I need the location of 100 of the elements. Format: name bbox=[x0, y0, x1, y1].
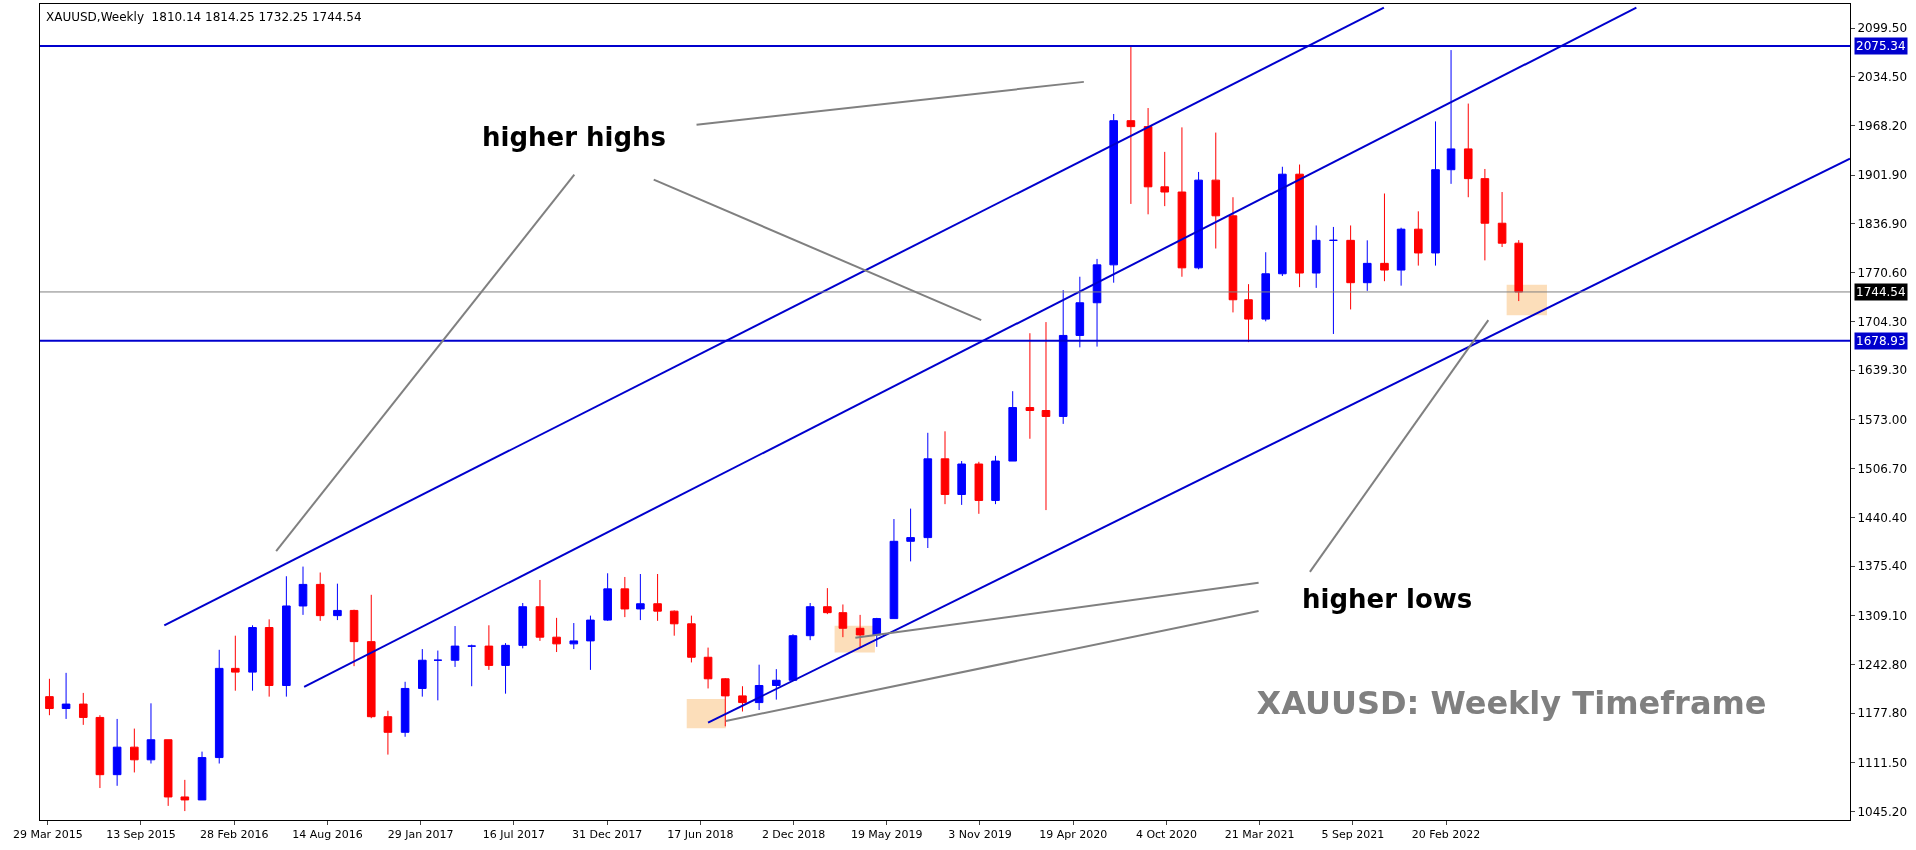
candlestick bbox=[1092, 258, 1102, 348]
candlestick bbox=[720, 677, 730, 727]
y-tick-label: 1770.60 bbox=[1857, 265, 1908, 280]
candlestick bbox=[400, 681, 410, 738]
candlestick bbox=[1278, 166, 1287, 277]
candlestick bbox=[754, 664, 764, 711]
ref-line-label: 1744.54 bbox=[1856, 285, 1906, 299]
x-tick-label: 13 Sep 2015 bbox=[106, 828, 176, 842]
candlestick bbox=[703, 647, 713, 689]
candlestick bbox=[957, 460, 966, 506]
y-tick-label: 1177.80 bbox=[1857, 706, 1908, 721]
candlestick bbox=[1446, 49, 1456, 185]
candlestick bbox=[1194, 171, 1203, 270]
candlestick bbox=[1160, 151, 1170, 207]
candlestick bbox=[1329, 226, 1338, 335]
candlestick bbox=[1228, 196, 1238, 313]
candlestick bbox=[45, 678, 54, 716]
annotation: XAUUSD,Weekly 1810.14 1814.25 1732.25 1744.54 bbox=[46, 10, 362, 24]
candlestick bbox=[282, 575, 291, 698]
candlestick bbox=[484, 624, 494, 671]
x-tick-label: 3 Nov 2019 bbox=[948, 828, 1012, 842]
candlestick bbox=[1211, 132, 1221, 249]
candlestick bbox=[315, 572, 325, 622]
y-tick-label: 2034.50 bbox=[1857, 69, 1908, 84]
y-tick-label: 1440.40 bbox=[1857, 511, 1908, 526]
ref-line-label: 2075.34 bbox=[1856, 39, 1906, 53]
candlestick bbox=[467, 644, 476, 687]
candlestick bbox=[838, 603, 848, 638]
candlestick bbox=[1362, 239, 1372, 292]
candlestick bbox=[1380, 193, 1389, 282]
candlestick bbox=[991, 455, 1000, 505]
candlestick bbox=[1008, 390, 1017, 462]
candlestick bbox=[788, 633, 798, 682]
x-tick-label: 31 Dec 2017 bbox=[571, 828, 643, 842]
candlestick bbox=[180, 779, 190, 812]
candlestick bbox=[569, 622, 579, 650]
candlestick bbox=[197, 751, 207, 801]
candlestick bbox=[1346, 224, 1355, 310]
candlestick bbox=[298, 566, 308, 616]
candlestick bbox=[940, 430, 950, 505]
candlestick bbox=[333, 583, 342, 621]
candlestick bbox=[349, 609, 359, 667]
candlestick bbox=[1025, 332, 1035, 440]
y-tick-label: 1045.20 bbox=[1857, 804, 1908, 819]
candlestick bbox=[620, 576, 630, 618]
y-tick-label: 1639.30 bbox=[1857, 363, 1908, 378]
candlestick bbox=[418, 648, 427, 698]
candlestick bbox=[1244, 283, 1253, 343]
candlestick bbox=[1126, 45, 1136, 205]
candlestick bbox=[603, 572, 612, 622]
candlestick bbox=[1109, 113, 1118, 284]
candlestick bbox=[383, 710, 393, 756]
annotation: higher lows bbox=[1302, 584, 1473, 614]
text: XAUUSD: Weekly Timeframe bbox=[1256, 683, 1767, 722]
y-tick-label: 1836.90 bbox=[1857, 216, 1908, 231]
candlestick bbox=[1480, 168, 1490, 261]
x-tick-label: 20 Feb 2022 bbox=[1411, 828, 1481, 842]
x-tick-label: 29 Jan 2017 bbox=[387, 828, 454, 842]
y-tick-label: 1242.80 bbox=[1857, 658, 1908, 673]
candlestick bbox=[1075, 276, 1085, 348]
candlestick bbox=[1497, 191, 1507, 248]
candlestick bbox=[1261, 251, 1271, 322]
x-tick-label: 21 Mar 2021 bbox=[1224, 828, 1295, 842]
x-tick-label: 17 Jun 2018 bbox=[667, 828, 734, 842]
ref-line-label: 1678.93 bbox=[1856, 334, 1906, 348]
candlestick bbox=[636, 573, 645, 621]
x-tick-label: 28 Feb 2016 bbox=[199, 828, 269, 842]
candlestick bbox=[518, 602, 528, 649]
x-tick-label: 19 May 2019 bbox=[850, 828, 923, 842]
candlestick bbox=[433, 650, 443, 701]
candlestick bbox=[1143, 107, 1153, 215]
candlestick bbox=[1514, 239, 1524, 302]
x-tick-label: 5 Sep 2021 bbox=[1321, 828, 1385, 842]
candlestick bbox=[95, 714, 105, 789]
candlestick bbox=[906, 508, 915, 562]
candlestick bbox=[163, 739, 173, 807]
candlestick bbox=[669, 609, 679, 637]
y-tick-label: 1506.70 bbox=[1857, 461, 1908, 476]
candlestick bbox=[1414, 210, 1423, 267]
y-tick-label: 1309.10 bbox=[1857, 608, 1908, 623]
candlestick bbox=[855, 614, 865, 649]
candlestick bbox=[772, 668, 781, 701]
x-tick-label: 4 Oct 2020 bbox=[1135, 828, 1197, 842]
x-tick-label: 2 Dec 2018 bbox=[761, 828, 826, 842]
candlestick bbox=[112, 718, 122, 787]
candlestick bbox=[535, 579, 545, 642]
candlestick bbox=[146, 702, 156, 765]
x-tick-label: 16 Jul 2017 bbox=[482, 828, 545, 842]
candlestick bbox=[231, 635, 240, 692]
y-tick-label: 2099.50 bbox=[1857, 21, 1908, 36]
candlestick bbox=[214, 649, 224, 765]
candlestick bbox=[1041, 321, 1051, 511]
annotation: higher highs bbox=[482, 122, 667, 152]
candlestick bbox=[889, 518, 899, 620]
candlestick bbox=[248, 624, 257, 692]
candlestick bbox=[923, 432, 933, 549]
x-tick-label: 14 Aug 2016 bbox=[292, 828, 363, 842]
candlestick bbox=[1311, 224, 1321, 289]
candlestick bbox=[264, 618, 274, 698]
candlestick bbox=[1463, 103, 1473, 198]
